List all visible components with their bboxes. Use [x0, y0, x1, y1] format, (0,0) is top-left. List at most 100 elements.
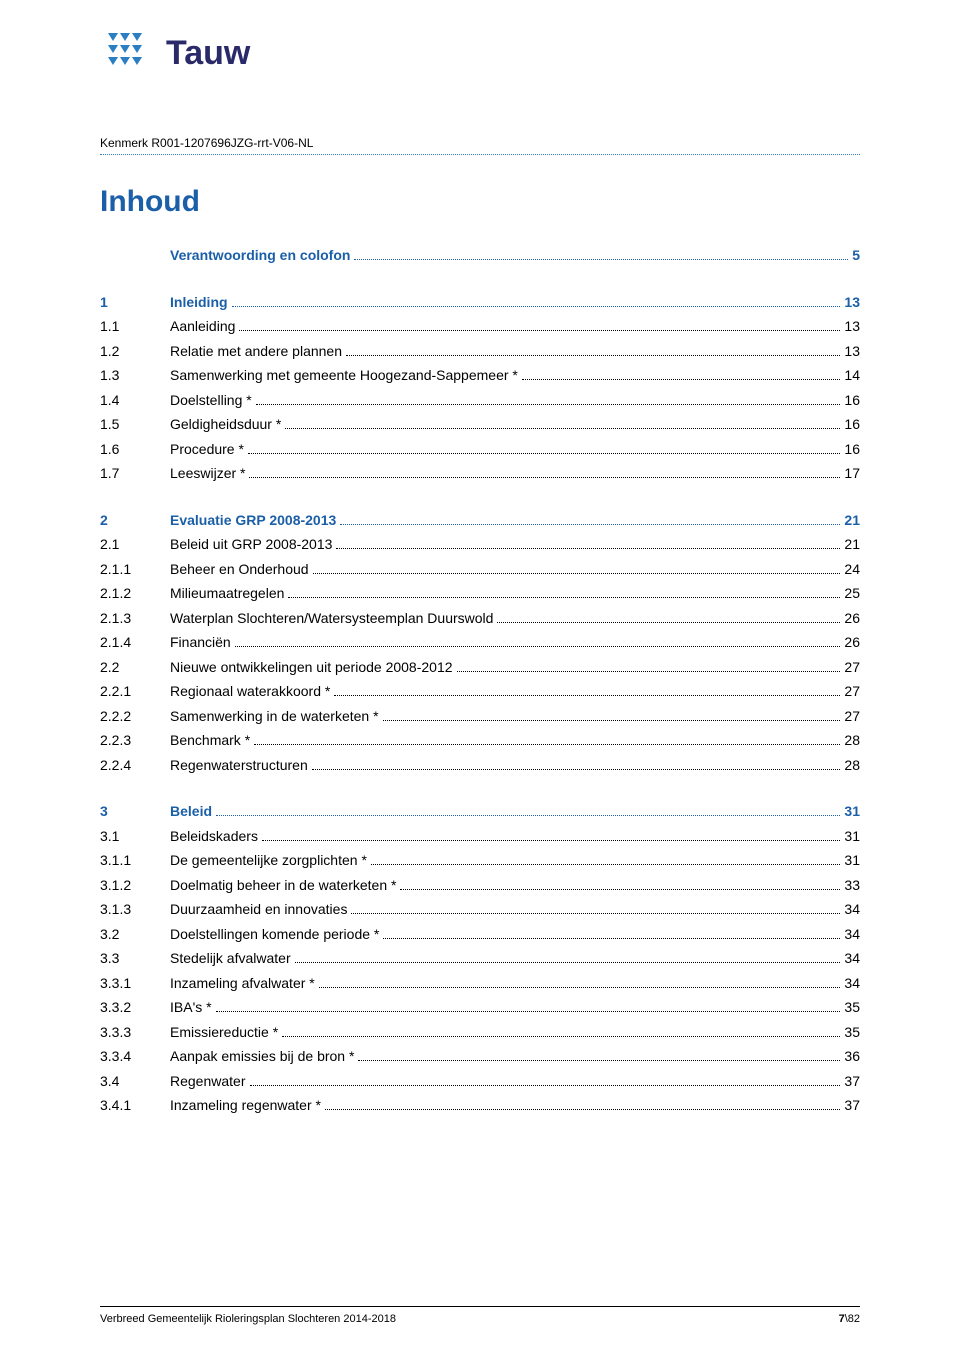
toc-title: Aanleiding	[170, 314, 237, 339]
toc-page: 34	[842, 946, 860, 971]
toc-title: Inleiding	[170, 290, 230, 315]
toc-leader	[239, 330, 840, 331]
toc-number: 2.2	[100, 655, 170, 680]
toc-title: Inzameling afvalwater *	[170, 971, 317, 996]
toc-leader	[285, 428, 840, 429]
toc-leader	[288, 597, 840, 598]
toc-title: Beleid	[170, 799, 214, 824]
toc-number: 3.4.1	[100, 1093, 170, 1118]
toc-row: 3.1.1De gemeentelijke zorgplichten * 31	[100, 848, 860, 873]
document-page: Tauw Kenmerk R001-1207696JZG-rrt-V06-NL …	[0, 0, 960, 1347]
document-reference: Kenmerk R001-1207696JZG-rrt-V06-NL	[100, 136, 860, 150]
toc-page: 26	[842, 630, 860, 655]
toc-row: 2.1Beleid uit GRP 2008-2013 21	[100, 532, 860, 557]
toc-number: 1.3	[100, 363, 170, 388]
toc-number: 2.1	[100, 532, 170, 557]
toc-row: 3.3.1Inzameling afvalwater * 34	[100, 971, 860, 996]
toc-page: 21	[842, 508, 860, 533]
toc-row: 1.2Relatie met andere plannen 13	[100, 339, 860, 364]
toc-heading-row: 1Inleiding 13	[100, 290, 860, 315]
toc-page: 35	[842, 1020, 860, 1045]
toc-title: Relatie met andere plannen	[170, 339, 344, 364]
toc-page: 26	[842, 606, 860, 631]
toc-title: IBA's *	[170, 995, 214, 1020]
toc-page: 5	[850, 243, 860, 268]
toc-page: 37	[842, 1069, 860, 1094]
toc-title: Aanpak emissies bij de bron *	[170, 1044, 356, 1069]
toc-number: 1.2	[100, 339, 170, 364]
toc-leader	[351, 913, 840, 914]
toc-heading-row: 3Beleid 31	[100, 799, 860, 824]
toc-title: Regionaal waterakkoord *	[170, 679, 332, 704]
toc-leader	[216, 815, 840, 816]
toc-row: 1.6Procedure * 16	[100, 437, 860, 462]
toc-number: 2.1.1	[100, 557, 170, 582]
toc-leader	[457, 671, 841, 672]
toc-title: Waterplan Slochteren/Watersysteemplan Du…	[170, 606, 495, 631]
divider	[100, 154, 860, 155]
toc-leader	[248, 453, 840, 454]
toc-number: 3.1.3	[100, 897, 170, 922]
toc-leader	[254, 744, 840, 745]
toc-row: 2.1.4Financiën 26	[100, 630, 860, 655]
toc-number: 2.1.3	[100, 606, 170, 631]
toc-leader	[522, 379, 841, 380]
toc-number: 3.3.3	[100, 1020, 170, 1045]
toc-page: 13	[842, 339, 860, 364]
toc-heading-row: Verantwoording en colofon 5	[100, 243, 860, 268]
toc-title: Nieuwe ontwikkelingen uit periode 2008-2…	[170, 655, 455, 680]
toc-page: 36	[842, 1044, 860, 1069]
toc-page: 34	[842, 897, 860, 922]
brand-header: Tauw	[100, 30, 860, 76]
toc-row: 2.2.3Benchmark * 28	[100, 728, 860, 753]
toc-leader	[340, 524, 840, 525]
toc-leader	[325, 1109, 840, 1110]
toc-row: 1.3Samenwerking met gemeente Hoogezand-S…	[100, 363, 860, 388]
brand-name: Tauw	[166, 34, 250, 73]
page-footer: Verbreed Gemeentelijk Rioleringsplan Slo…	[100, 1306, 860, 1325]
toc-leader	[319, 987, 841, 988]
toc-page: 31	[842, 848, 860, 873]
toc-number: 3.3	[100, 946, 170, 971]
toc-leader	[336, 548, 840, 549]
toc-title: Benchmark *	[170, 728, 252, 753]
toc-title: Samenwerking in de waterketen *	[170, 704, 381, 729]
footer-title: Verbreed Gemeentelijk Rioleringsplan Slo…	[100, 1313, 396, 1325]
toc-number: 2.1.2	[100, 581, 170, 606]
toc-leader	[232, 306, 841, 307]
toc-number: 2.1.4	[100, 630, 170, 655]
toc-row: 3.1.3Duurzaamheid en innovaties 34	[100, 897, 860, 922]
toc-page: 35	[842, 995, 860, 1020]
toc-number: 3.4	[100, 1069, 170, 1094]
toc-leader	[383, 938, 840, 939]
toc-page: 27	[842, 704, 860, 729]
toc-leader	[256, 404, 841, 405]
toc-title: De gemeentelijke zorgplichten *	[170, 848, 369, 873]
toc-page: 24	[842, 557, 860, 582]
toc-leader	[216, 1011, 841, 1012]
toc-page: 33	[842, 873, 860, 898]
toc-number: 3.1.1	[100, 848, 170, 873]
toc-page: 34	[842, 922, 860, 947]
toc-number: 2.2.3	[100, 728, 170, 753]
toc-row: 2.2.1Regionaal waterakkoord * 27	[100, 679, 860, 704]
toc-page: 28	[842, 753, 860, 778]
toc-number: 3.3.1	[100, 971, 170, 996]
table-of-contents: Verantwoording en colofon 5 1Inleiding 13…	[100, 243, 860, 1118]
toc-leader	[250, 1085, 841, 1086]
toc-row: 3.2Doelstellingen komende periode * 34	[100, 922, 860, 947]
toc-title: Regenwater	[170, 1069, 248, 1094]
footer-page-number: 7\82	[839, 1313, 860, 1325]
toc-title: Leeswijzer *	[170, 461, 247, 486]
toc-title: Inzameling regenwater *	[170, 1093, 323, 1118]
toc-leader	[371, 864, 841, 865]
toc-page: 17	[842, 461, 860, 486]
toc-title: Doelstellingen komende periode *	[170, 922, 381, 947]
toc-row: 3.3.2IBA's * 35	[100, 995, 860, 1020]
toc-page: 16	[842, 437, 860, 462]
toc-leader	[346, 355, 840, 356]
toc-leader	[383, 720, 841, 721]
toc-leader	[282, 1036, 840, 1037]
toc-number: 2	[100, 508, 170, 533]
toc-title: Doelmatig beheer in de waterketen *	[170, 873, 398, 898]
